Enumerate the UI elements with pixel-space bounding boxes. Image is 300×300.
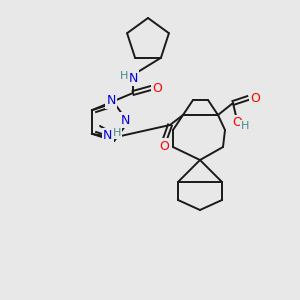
Text: O: O <box>152 82 162 94</box>
Text: O: O <box>159 140 169 152</box>
Text: N: N <box>106 94 116 107</box>
Text: H: H <box>120 71 128 81</box>
Text: H: H <box>112 128 121 138</box>
Text: H: H <box>241 121 249 131</box>
Text: O: O <box>250 92 260 104</box>
Text: N: N <box>103 129 112 142</box>
Text: O: O <box>232 116 242 130</box>
Text: N: N <box>120 113 130 127</box>
Text: N: N <box>128 71 138 85</box>
